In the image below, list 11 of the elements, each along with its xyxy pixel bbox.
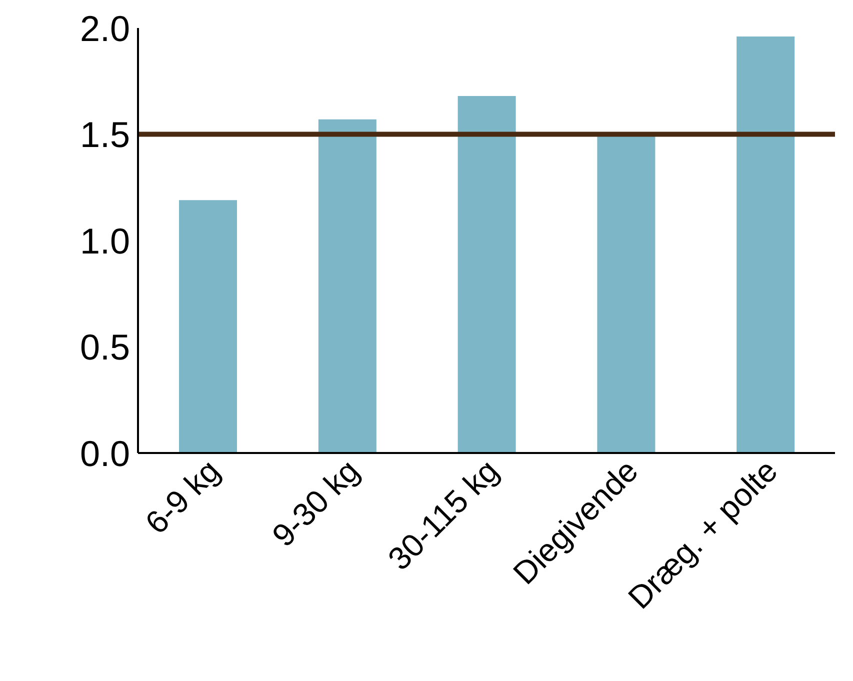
bar — [458, 96, 516, 453]
y-tick-label: 1.5 — [80, 114, 130, 156]
x-tick-label: 6-9 kg — [138, 452, 227, 541]
y-tick-label: 2.0 — [80, 8, 130, 49]
y-tick-label: 0.0 — [80, 432, 130, 474]
x-tick-label: 9-30 kg — [265, 452, 366, 554]
bar — [318, 119, 376, 453]
bar — [736, 36, 795, 453]
bar — [179, 200, 237, 453]
y-tick-label: 0.5 — [80, 326, 130, 368]
y-tick-label: 1.0 — [80, 220, 130, 262]
